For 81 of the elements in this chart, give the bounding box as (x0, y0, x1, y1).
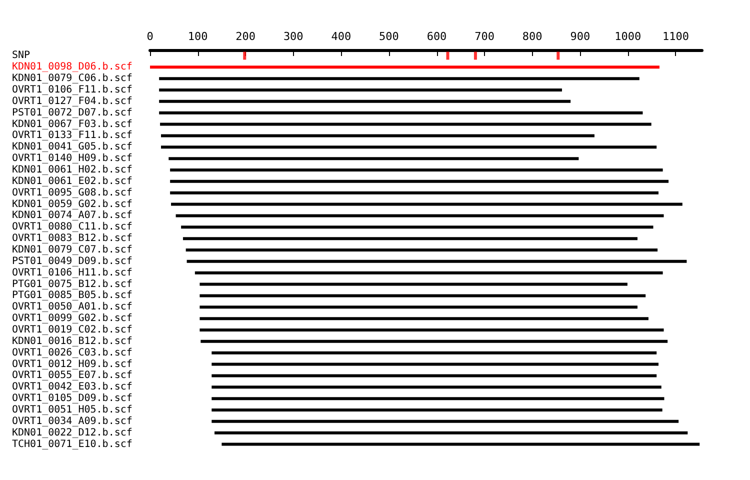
y-tick-label: KDN01_0098_D06.b.scf (12, 62, 132, 73)
y-tick-label: OVRT1_0012_H09.b.scf (12, 358, 132, 370)
bar (212, 420, 679, 423)
y-tick-label: OVRT1_0051_H05.b.scf (12, 404, 132, 416)
bar (200, 282, 628, 286)
x-tick-label: 200 (236, 30, 256, 43)
x-tick-label: 1000 (614, 30, 642, 43)
x-tick-label: 400 (331, 30, 352, 43)
x-tick-label: 500 (379, 30, 399, 43)
bar (170, 180, 669, 183)
bar (194, 271, 663, 274)
bar (186, 248, 658, 252)
bar (170, 168, 663, 172)
x-tick-label: 700 (474, 30, 494, 43)
y-tick-label: OVRT1_0105_D09.b.scf (12, 393, 132, 404)
bar (212, 386, 662, 389)
y-tick-label: PTG01_0085_B05.b.scf (12, 290, 132, 302)
x-tick-label: 1100 (662, 30, 689, 43)
bar (171, 202, 682, 206)
y-tick-label: OVRT1_0127_F04.b.scf (12, 96, 132, 107)
y-tick-label: OVRT1_0083_B12.b.scf (12, 233, 132, 244)
y-tick-label: KDN01_0059_G02.b.scf (12, 198, 132, 210)
bar (200, 317, 648, 320)
y-tick-label: OVRT1_0106_F11.b.scf (12, 84, 132, 96)
y-tick-label: OVRT1_0133_F11.b.scf (12, 130, 132, 142)
y-tick-label: OVRT1_0140_H09.b.scf (12, 153, 132, 164)
bar (159, 88, 562, 92)
y-tick-label: KDN01_0041_G05.b.scf (12, 142, 132, 153)
x-tick-label: 800 (522, 30, 542, 43)
bar (212, 374, 657, 378)
bar (150, 66, 660, 69)
y-tick-label: KDN01_0061_H02.b.scf (12, 164, 132, 176)
bar (200, 306, 638, 309)
bar (159, 100, 571, 103)
y-tick-label: KDN01_0061_E02.b.scf (12, 176, 132, 187)
y-tick-label: PST01_0049_D09.b.scf (12, 256, 132, 267)
y-tick-label: OVRT1_0050_A01.b.scf (12, 302, 132, 313)
y-tick-label: TCH01_0071_E10.b.scf (12, 438, 132, 450)
y-tick-label: PTG01_0075_B12.b.scf (12, 278, 132, 290)
bar (170, 191, 659, 194)
bar (212, 408, 662, 412)
bar (200, 328, 664, 332)
bar (182, 237, 638, 240)
y-tick-label: OVRT1_0106_H11.b.scf (12, 267, 132, 278)
bar (186, 260, 687, 263)
x-tick-label: 300 (283, 30, 304, 43)
bar (159, 111, 643, 114)
y-tick-label: KDN01_0079_C06.b.scf (12, 73, 132, 84)
y-tick-label: OVRT1_0099_G02.b.scf (12, 313, 132, 324)
y-tick-label: OVRT1_0026_C03.b.scf (12, 347, 132, 358)
y-tick-label: OVRT1_0019_C02.b.scf (12, 324, 132, 336)
x-tick-label: 0 (146, 30, 154, 43)
x-tick-label: 600 (426, 30, 447, 43)
x-tick-label: 900 (570, 30, 590, 43)
bar (214, 431, 688, 434)
bar (160, 146, 657, 149)
y-tick-label: KDN01_0067_F03.b.scf (12, 118, 132, 130)
bar (200, 340, 668, 343)
y-tick-label: PST01_0072_D07.b.scf (12, 107, 132, 118)
bar (212, 362, 659, 366)
y-tick-label: SNP (12, 50, 30, 62)
y-tick-label: KDN01_0016_B12.b.scf (12, 336, 132, 347)
y-tick-label: KDN01_0022_D12.b.scf (12, 427, 132, 438)
bar (222, 442, 700, 446)
bar (159, 77, 640, 80)
bar (200, 294, 646, 298)
y-tick-label: OVRT1_0034_A09.b.scf (12, 416, 132, 427)
y-tick-label: KDN01_0079_C07.b.scf (12, 244, 132, 256)
bar (181, 226, 654, 229)
y-tick-label: OVRT1_0080_C11.b.scf (12, 222, 132, 233)
bar (168, 157, 579, 160)
y-tick-label: OVRT1_0055_E07.b.scf (12, 370, 132, 382)
bar (160, 134, 594, 138)
bar (212, 351, 657, 354)
y-tick-label: KDN01_0074_A07.b.scf (12, 210, 132, 222)
bar (176, 214, 664, 218)
bar (212, 397, 664, 400)
x-tick-label: 100 (188, 30, 208, 43)
bar (160, 122, 652, 126)
y-tick-label: OVRT1_0042_E03.b.scf (12, 382, 132, 393)
y-tick-label: OVRT1_0095_G08.b.scf (12, 187, 132, 198)
